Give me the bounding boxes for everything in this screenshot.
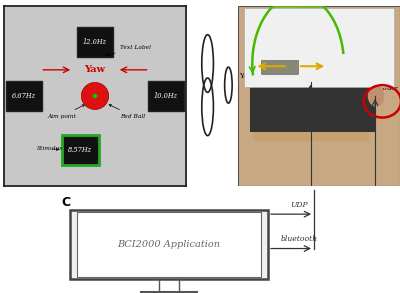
Bar bbox=[77, 212, 261, 277]
Bar bbox=[77, 27, 113, 57]
Text: Aim point: Aim point bbox=[48, 105, 84, 119]
Bar bbox=[238, 6, 400, 186]
Text: Red Ball: Red Ball bbox=[109, 105, 146, 119]
Text: A: A bbox=[2, 0, 12, 2]
Text: 8.57Hz: 8.57Hz bbox=[68, 146, 92, 154]
Bar bbox=[6, 81, 42, 111]
Text: C: C bbox=[62, 196, 70, 209]
Bar bbox=[250, 87, 375, 132]
Text: BCI2000 Application: BCI2000 Application bbox=[118, 240, 220, 249]
Text: 12.0Hz: 12.0Hz bbox=[83, 38, 107, 46]
Circle shape bbox=[81, 82, 109, 110]
Ellipse shape bbox=[368, 85, 384, 107]
Text: HTC VIVE Focus: HTC VIVE Focus bbox=[287, 29, 346, 37]
Text: UDP: UDP bbox=[290, 201, 308, 209]
Text: 10.0Hz: 10.0Hz bbox=[154, 92, 178, 100]
Text: iRecorder: iRecorder bbox=[368, 86, 399, 91]
Bar bbox=[261, 60, 298, 74]
Bar bbox=[70, 210, 268, 279]
Bar bbox=[148, 81, 184, 111]
Bar bbox=[244, 8, 394, 87]
Text: Yaw: Yaw bbox=[239, 72, 253, 80]
Circle shape bbox=[93, 94, 97, 98]
Text: Text Label: Text Label bbox=[106, 45, 152, 56]
Text: Pitch: Pitch bbox=[287, 11, 305, 19]
Bar bbox=[62, 135, 99, 165]
Bar bbox=[254, 11, 369, 141]
Text: B: B bbox=[190, 0, 200, 2]
Text: 6.67Hz: 6.67Hz bbox=[12, 92, 36, 100]
Bar bbox=[62, 135, 99, 165]
Text: Stimulus: Stimulus bbox=[37, 146, 63, 151]
Text: bluetooth: bluetooth bbox=[280, 236, 318, 243]
Text: Yaw: Yaw bbox=[84, 65, 106, 74]
